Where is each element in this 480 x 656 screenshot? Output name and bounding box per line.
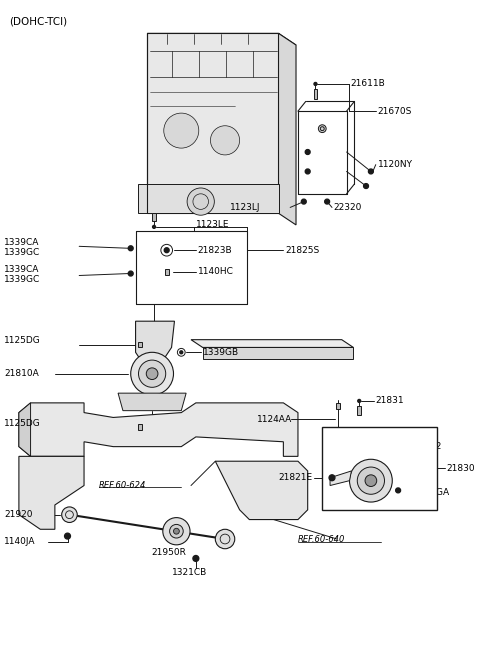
Circle shape <box>363 184 369 188</box>
Text: 1339CA: 1339CA <box>4 238 40 247</box>
Text: 1140JA: 1140JA <box>4 537 36 546</box>
Circle shape <box>164 113 199 148</box>
Circle shape <box>131 352 173 395</box>
Circle shape <box>314 83 317 85</box>
Text: 21821E: 21821E <box>278 473 312 482</box>
Circle shape <box>396 488 400 493</box>
Circle shape <box>153 226 156 228</box>
Circle shape <box>61 507 77 522</box>
Circle shape <box>301 199 306 204</box>
Polygon shape <box>147 33 278 213</box>
Circle shape <box>169 524 183 538</box>
Bar <box>322 427 437 510</box>
Circle shape <box>163 518 190 545</box>
Polygon shape <box>138 184 278 213</box>
Polygon shape <box>330 471 351 485</box>
Bar <box>139 342 143 348</box>
Text: 21823B: 21823B <box>198 246 232 255</box>
Circle shape <box>384 443 396 455</box>
Text: 21825S: 21825S <box>285 246 320 255</box>
Text: 1125DG: 1125DG <box>4 336 41 345</box>
Polygon shape <box>19 457 84 529</box>
Circle shape <box>329 475 335 481</box>
Circle shape <box>369 169 373 174</box>
Circle shape <box>305 169 310 174</box>
Circle shape <box>324 199 330 204</box>
Circle shape <box>358 400 360 402</box>
Circle shape <box>357 467 384 494</box>
Circle shape <box>164 248 169 253</box>
Circle shape <box>128 246 133 251</box>
Polygon shape <box>135 321 174 367</box>
Bar <box>357 406 361 415</box>
Text: 1140HC: 1140HC <box>198 267 234 276</box>
Circle shape <box>210 126 240 155</box>
Circle shape <box>216 529 235 548</box>
Text: 21920: 21920 <box>4 510 33 519</box>
Circle shape <box>365 475 377 487</box>
Text: 21831: 21831 <box>376 396 404 405</box>
Bar <box>139 424 143 430</box>
Polygon shape <box>278 33 296 225</box>
Polygon shape <box>19 403 298 457</box>
Circle shape <box>65 533 71 539</box>
Bar <box>313 89 317 98</box>
Text: 62322: 62322 <box>414 442 442 451</box>
Polygon shape <box>118 393 186 411</box>
Text: 21810A: 21810A <box>4 369 39 379</box>
Circle shape <box>180 351 183 354</box>
Polygon shape <box>147 33 296 45</box>
Polygon shape <box>19 403 31 457</box>
Circle shape <box>349 459 392 502</box>
Text: 1321CB: 1321CB <box>172 567 208 577</box>
Circle shape <box>187 188 215 215</box>
Text: REF.60-640: REF.60-640 <box>298 535 345 544</box>
Polygon shape <box>216 461 308 520</box>
Polygon shape <box>203 348 353 359</box>
Text: 1339GC: 1339GC <box>4 275 40 284</box>
Text: 21670S: 21670S <box>378 107 412 115</box>
Text: 21611B: 21611B <box>350 79 385 89</box>
Circle shape <box>193 556 199 562</box>
Text: 1123LJ: 1123LJ <box>230 203 260 212</box>
Circle shape <box>173 528 180 534</box>
Circle shape <box>388 446 393 451</box>
Circle shape <box>161 245 172 256</box>
Text: REF.60-624: REF.60-624 <box>98 481 146 490</box>
Circle shape <box>128 271 133 276</box>
Text: 1339GA: 1339GA <box>414 488 450 497</box>
Circle shape <box>178 348 185 356</box>
Circle shape <box>318 125 326 133</box>
Circle shape <box>336 478 340 483</box>
Bar <box>336 403 340 409</box>
Circle shape <box>305 150 310 154</box>
Text: 1339GC: 1339GC <box>4 248 40 256</box>
Text: 1124AA: 1124AA <box>257 415 292 424</box>
Text: 1125DG: 1125DG <box>4 419 41 428</box>
Text: 21830: 21830 <box>447 464 475 472</box>
Text: 21950R: 21950R <box>151 548 186 557</box>
Text: 22320: 22320 <box>333 203 361 212</box>
Bar <box>165 269 168 274</box>
Text: (DOHC-TCI): (DOHC-TCI) <box>9 16 67 27</box>
Text: 1339CA: 1339CA <box>4 265 40 274</box>
Circle shape <box>139 360 166 387</box>
Text: 1120NY: 1120NY <box>378 160 413 169</box>
Text: 1339GB: 1339GB <box>203 348 239 357</box>
Circle shape <box>146 368 158 380</box>
Polygon shape <box>191 340 353 348</box>
Bar <box>152 213 156 221</box>
Text: 1123LE: 1123LE <box>196 220 229 230</box>
